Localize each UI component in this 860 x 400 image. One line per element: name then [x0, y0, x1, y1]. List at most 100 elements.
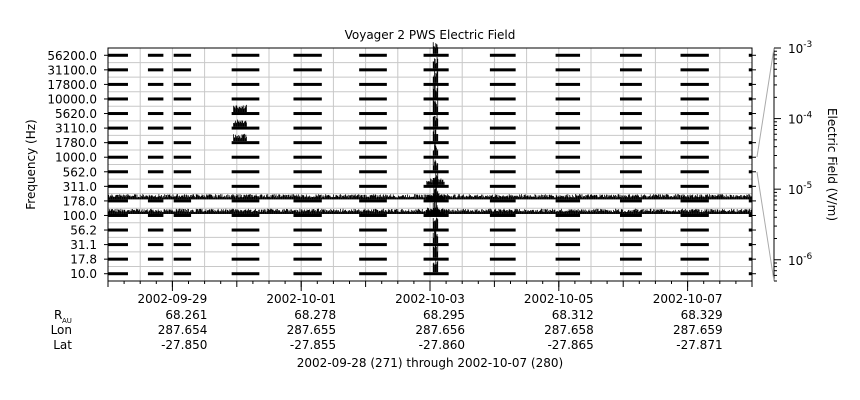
data-segment	[231, 213, 260, 217]
channel-row-31100.0	[108, 68, 752, 72]
data-segment	[147, 82, 164, 86]
data-segment	[359, 272, 387, 276]
data-segment	[359, 170, 387, 174]
data-segment	[489, 126, 516, 130]
y-tick-label: 31100.0	[47, 63, 97, 77]
data-segment	[748, 141, 752, 145]
ephemeris-table: R AULonLat68.261287.654-27.85068.278287.6…	[51, 308, 723, 352]
data-segment	[748, 272, 752, 276]
chart-title: Voyager 2 PWS Electric Field	[345, 28, 516, 42]
data-segment	[293, 97, 322, 101]
data-segment	[147, 170, 164, 174]
data-segment	[108, 170, 128, 174]
data-segment	[173, 199, 192, 203]
channel-row-100.0	[108, 213, 752, 217]
data-segment	[231, 257, 260, 261]
data-segment	[359, 68, 387, 72]
data-segment	[293, 272, 322, 276]
data-segment	[108, 82, 128, 86]
data-segment	[748, 126, 752, 130]
ephemeris-value-lon: 287.656	[415, 323, 465, 337]
data-segment	[748, 228, 752, 232]
data-segment	[173, 126, 192, 130]
data-segment	[748, 170, 752, 174]
data-segment	[293, 243, 322, 247]
data-segment	[748, 243, 752, 247]
data-segment	[173, 257, 192, 261]
data-segment	[231, 141, 260, 145]
data-segment	[680, 170, 709, 174]
data-segment	[555, 199, 581, 203]
data-segment	[147, 97, 164, 101]
data-segment	[489, 199, 516, 203]
x-tick-label: 2002-10-01	[266, 292, 336, 306]
data-segment	[555, 257, 581, 261]
y-tick-label: 17.8	[70, 253, 97, 267]
data-segment	[108, 199, 128, 203]
data-segment	[293, 199, 322, 203]
data-segment	[748, 112, 752, 116]
y-tick-label: 562.0	[63, 165, 97, 179]
data-segment	[489, 243, 516, 247]
data-segment	[619, 97, 642, 101]
data-segment	[108, 112, 128, 116]
channel-row-3110.0	[108, 126, 752, 130]
data-segment	[748, 97, 752, 101]
y-tick-label: 311.0	[63, 180, 97, 194]
data-segment	[423, 112, 449, 116]
data-segment	[748, 199, 752, 203]
data-segment	[680, 155, 709, 159]
data-segment	[555, 155, 581, 159]
data-segment	[619, 82, 642, 86]
data-segment	[423, 199, 449, 203]
data-segment	[293, 141, 322, 145]
data-segment	[555, 82, 581, 86]
x-tick-label: 2002-10-03	[395, 292, 465, 306]
channel-row-17800.0	[108, 82, 752, 86]
data-segment	[359, 112, 387, 116]
data-segment	[108, 68, 128, 72]
data-segment	[173, 170, 192, 174]
data-segment	[359, 228, 387, 232]
y-tick-label: 31.1	[70, 238, 97, 252]
data-segment	[680, 126, 709, 130]
data-segment	[173, 155, 192, 159]
data-segment	[555, 112, 581, 116]
data-segment	[173, 213, 192, 217]
data-segment	[359, 141, 387, 145]
data-segment	[423, 184, 449, 188]
data-segment	[680, 213, 709, 217]
data-segment	[619, 141, 642, 145]
activity-burst	[233, 104, 247, 142]
ephemeris-label-lat: Lat	[53, 338, 72, 352]
y-tick-label: 10.0	[70, 267, 97, 281]
data-segment	[489, 68, 516, 72]
data-segment	[555, 53, 581, 57]
data-segment	[293, 126, 322, 130]
ephemeris-value-lat: -27.871	[676, 338, 722, 352]
data-segment	[108, 228, 128, 232]
data-segment	[359, 243, 387, 247]
colorbar-tick-label: 10-5	[788, 181, 812, 197]
data-segment	[108, 184, 128, 188]
data-segment	[423, 272, 449, 276]
data-segment	[231, 68, 260, 72]
data-segment	[359, 82, 387, 86]
ephemeris-value-lon: 287.659	[673, 323, 723, 337]
data-segment	[173, 141, 192, 145]
y-axis: 10.017.831.156.2100.0178.0311.0562.01000…	[47, 49, 756, 281]
data-segment	[293, 213, 322, 217]
channel-row-56.2	[108, 228, 752, 232]
colorbar-tick-label: 10-6	[788, 252, 813, 268]
data-segment	[359, 126, 387, 130]
data-segment	[489, 257, 516, 261]
data-segment	[359, 155, 387, 159]
data-segment	[555, 141, 581, 145]
data-segment	[293, 112, 322, 116]
channel-row-5620.0	[108, 112, 752, 116]
data-segment	[147, 257, 164, 261]
y-tick-label: 17800.0	[47, 78, 97, 92]
data-segment	[173, 272, 192, 276]
ephemeris-value-lon: 287.655	[287, 323, 337, 337]
data-segment	[619, 243, 642, 247]
